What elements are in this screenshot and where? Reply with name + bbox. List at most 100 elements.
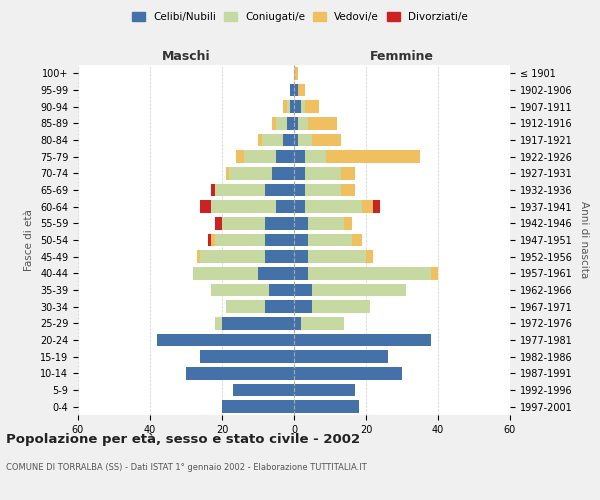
Bar bbox=[305, 100, 319, 113]
Y-axis label: Anni di nascita: Anni di nascita bbox=[579, 202, 589, 278]
Bar bbox=[200, 200, 211, 213]
Bar bbox=[229, 167, 272, 179]
Bar bbox=[226, 167, 229, 179]
Bar bbox=[272, 117, 276, 130]
Bar bbox=[294, 234, 308, 246]
Bar bbox=[226, 300, 265, 313]
Bar bbox=[431, 267, 438, 280]
Bar bbox=[211, 234, 215, 246]
Bar bbox=[290, 100, 294, 113]
Bar bbox=[352, 234, 362, 246]
Bar bbox=[294, 267, 308, 280]
Bar bbox=[294, 350, 388, 363]
Text: Maschi: Maschi bbox=[161, 50, 211, 64]
Bar bbox=[298, 84, 305, 96]
Bar bbox=[312, 284, 406, 296]
Bar bbox=[262, 134, 283, 146]
Bar bbox=[312, 300, 370, 313]
Bar bbox=[265, 217, 294, 230]
Text: COMUNE DI TORRALBA (SS) - Dati ISTAT 1° gennaio 2002 - Elaborazione TUTTITALIA.I: COMUNE DI TORRALBA (SS) - Dati ISTAT 1° … bbox=[6, 462, 367, 471]
Bar bbox=[222, 400, 294, 413]
Bar bbox=[215, 234, 265, 246]
Bar bbox=[305, 150, 326, 163]
Bar bbox=[294, 167, 305, 179]
Bar bbox=[211, 184, 215, 196]
Bar bbox=[298, 134, 312, 146]
Bar bbox=[305, 200, 362, 213]
Bar bbox=[276, 200, 294, 213]
Bar bbox=[287, 100, 290, 113]
Bar bbox=[265, 234, 294, 246]
Text: Femmine: Femmine bbox=[370, 50, 434, 64]
Bar bbox=[258, 267, 294, 280]
Bar bbox=[215, 317, 222, 330]
Bar bbox=[308, 217, 344, 230]
Bar bbox=[294, 300, 312, 313]
Bar bbox=[301, 317, 344, 330]
Bar bbox=[290, 84, 294, 96]
Bar bbox=[298, 117, 308, 130]
Bar bbox=[200, 250, 265, 263]
Bar bbox=[308, 117, 337, 130]
Bar bbox=[265, 250, 294, 263]
Bar bbox=[236, 150, 244, 163]
Text: Popolazione per età, sesso e stato civile - 2002: Popolazione per età, sesso e stato civil… bbox=[6, 432, 360, 446]
Bar bbox=[294, 384, 355, 396]
Bar bbox=[244, 150, 276, 163]
Bar bbox=[222, 317, 294, 330]
Legend: Celibi/Nubili, Coniugati/e, Vedovi/e, Divorziati/e: Celibi/Nubili, Coniugati/e, Vedovi/e, Di… bbox=[128, 8, 472, 26]
Bar bbox=[211, 200, 276, 213]
Bar bbox=[366, 250, 373, 263]
Bar bbox=[215, 217, 222, 230]
Bar bbox=[294, 334, 431, 346]
Bar bbox=[294, 217, 308, 230]
Bar bbox=[305, 167, 341, 179]
Bar bbox=[197, 250, 200, 263]
Bar bbox=[294, 150, 305, 163]
Bar bbox=[294, 84, 298, 96]
Bar bbox=[283, 100, 287, 113]
Bar bbox=[265, 300, 294, 313]
Bar bbox=[283, 134, 294, 146]
Bar bbox=[312, 134, 341, 146]
Bar bbox=[215, 184, 265, 196]
Bar bbox=[200, 350, 294, 363]
Bar bbox=[294, 134, 298, 146]
Bar bbox=[362, 200, 373, 213]
Bar bbox=[294, 367, 402, 380]
Bar bbox=[276, 117, 287, 130]
Bar bbox=[258, 134, 262, 146]
Bar bbox=[222, 217, 265, 230]
Bar bbox=[272, 167, 294, 179]
Bar bbox=[301, 100, 305, 113]
Bar bbox=[294, 317, 301, 330]
Bar bbox=[265, 184, 294, 196]
Bar bbox=[208, 234, 211, 246]
Bar bbox=[373, 200, 380, 213]
Bar bbox=[294, 67, 298, 80]
Bar bbox=[294, 250, 308, 263]
Bar bbox=[233, 384, 294, 396]
Bar bbox=[341, 167, 355, 179]
Bar bbox=[344, 217, 352, 230]
Bar bbox=[326, 150, 420, 163]
Bar bbox=[341, 184, 355, 196]
Bar bbox=[276, 150, 294, 163]
Bar bbox=[269, 284, 294, 296]
Bar bbox=[308, 250, 366, 263]
Bar bbox=[211, 284, 269, 296]
Bar bbox=[294, 100, 301, 113]
Bar bbox=[287, 117, 294, 130]
Bar bbox=[308, 267, 431, 280]
Bar bbox=[305, 184, 341, 196]
Bar bbox=[308, 234, 352, 246]
Bar bbox=[294, 200, 305, 213]
Bar bbox=[294, 400, 359, 413]
Bar bbox=[294, 284, 312, 296]
Y-axis label: Fasce di età: Fasce di età bbox=[25, 209, 34, 271]
Bar bbox=[294, 184, 305, 196]
Bar bbox=[157, 334, 294, 346]
Bar bbox=[193, 267, 258, 280]
Bar bbox=[186, 367, 294, 380]
Bar bbox=[294, 117, 298, 130]
